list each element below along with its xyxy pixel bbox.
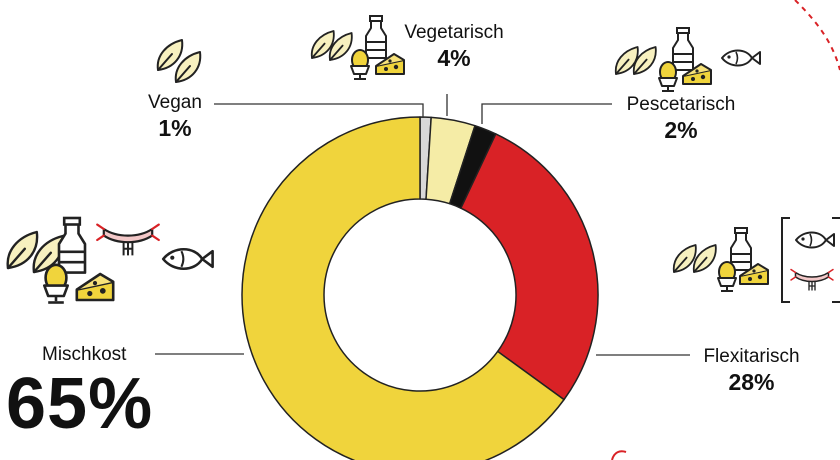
decorative-dashed-arc: [794, 0, 840, 71]
percentage-value: 1%: [158, 115, 192, 141]
category-name: Mischkost: [42, 344, 127, 365]
egg-icon: [350, 49, 370, 80]
leader-vegan: [214, 103, 424, 118]
egg-icon: [717, 261, 737, 292]
leaf-icon: [692, 244, 717, 273]
milk-bottle-icon: [57, 216, 87, 274]
percentage-value: 4%: [437, 45, 471, 71]
slice-flexitarisch: [460, 133, 599, 401]
bracket-icon: [781, 217, 840, 303]
category-name: Vegetarisch: [404, 22, 504, 43]
percentage-value: 65%: [6, 364, 154, 444]
category-name: Vegan: [148, 92, 202, 113]
fish-icon: [161, 247, 214, 271]
diet-icons: [6, 15, 840, 304]
sausage-icon: [790, 268, 834, 292]
cheese-icon: [75, 272, 115, 302]
category-name: Pescetarisch: [626, 94, 736, 115]
leader-pescetarisch: [481, 103, 612, 124]
label-mischkost: Mischkost 65%: [6, 344, 186, 442]
egg-icon: [42, 263, 69, 304]
leader-lines: [155, 94, 690, 356]
egg-icon: [658, 61, 678, 92]
milk-bottle-icon: [672, 27, 694, 71]
leaf-icon: [672, 244, 697, 273]
percentage-value: 2%: [664, 117, 698, 143]
slice-mischkost: [241, 116, 565, 460]
milk-bottle-icon: [730, 227, 752, 271]
leaf-icon: [6, 230, 39, 270]
label-flexitarisch: Flexitarisch 28%: [694, 346, 809, 396]
label-pescetarisch: Pescetarisch 2%: [616, 94, 746, 144]
label-vegetarisch: Vegetarisch 4%: [394, 22, 514, 72]
category-name: Flexitarisch: [703, 346, 800, 367]
donut-slices: [241, 116, 599, 460]
sausage-icon: [96, 223, 160, 257]
fish-icon: [795, 231, 835, 249]
decorative-red-stroke: [611, 450, 627, 460]
percentage-value: 28%: [728, 369, 775, 395]
milk-bottle-icon: [365, 15, 387, 59]
fish-icon: [721, 49, 761, 67]
label-vegan: Vegan 1%: [140, 92, 210, 142]
